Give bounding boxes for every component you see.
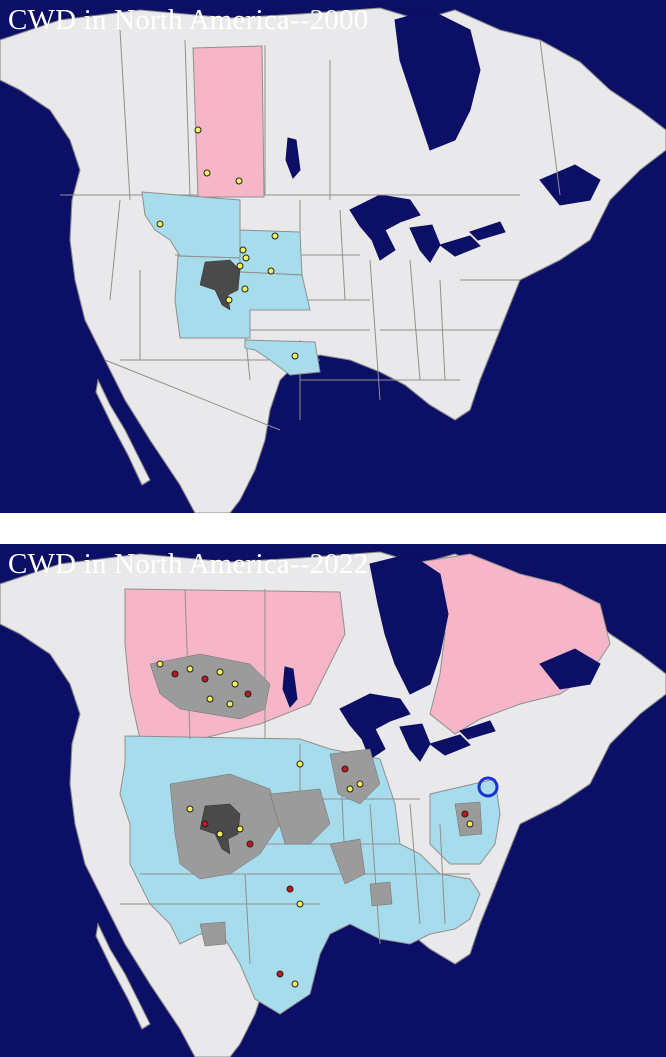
county-cluster-plains bbox=[269, 788, 331, 845]
case-dot bbox=[186, 665, 194, 673]
case-dot bbox=[461, 810, 469, 818]
case-dot bbox=[286, 885, 294, 893]
case-dot bbox=[201, 820, 209, 828]
case-dot bbox=[241, 285, 249, 293]
county-cluster-southeast bbox=[369, 881, 393, 907]
case-dot bbox=[291, 352, 299, 360]
case-dots-2022 bbox=[156, 660, 474, 988]
case-dot bbox=[226, 700, 234, 708]
county-cluster-canada bbox=[149, 653, 271, 720]
lake-winnipeg bbox=[282, 666, 298, 708]
hudson-bay bbox=[394, 9, 481, 151]
case-dot bbox=[239, 246, 247, 254]
case-dot bbox=[296, 760, 304, 768]
county-cluster-missouri bbox=[329, 838, 366, 885]
map-title-2000: CWD in North America--2000 bbox=[8, 4, 369, 36]
case-dot bbox=[203, 169, 211, 177]
case-dot bbox=[291, 980, 299, 988]
case-dot bbox=[236, 262, 244, 270]
case-dot bbox=[171, 670, 179, 678]
case-dot bbox=[346, 785, 354, 793]
highlight-circle bbox=[477, 776, 499, 798]
case-dot bbox=[186, 805, 194, 813]
case-dot bbox=[216, 668, 224, 676]
case-dot bbox=[244, 690, 252, 698]
great-lakes bbox=[349, 194, 506, 263]
great-lakes bbox=[339, 693, 496, 762]
state-oklahoma bbox=[244, 339, 321, 376]
county-cluster-southwest bbox=[199, 921, 227, 947]
map-title-2022: CWD in North America--2022 bbox=[8, 548, 369, 580]
case-dot bbox=[246, 840, 254, 848]
map-2000 bbox=[0, 7, 666, 513]
gulf-st-lawrence bbox=[539, 164, 601, 206]
case-dot bbox=[356, 780, 364, 788]
county-cluster-core bbox=[199, 803, 241, 855]
case-dot bbox=[242, 254, 250, 262]
case-dot bbox=[156, 660, 164, 668]
hudson-bay bbox=[369, 553, 449, 695]
case-dot bbox=[206, 695, 214, 703]
county-cluster-northeast bbox=[454, 801, 483, 837]
case-dot bbox=[276, 970, 284, 978]
case-dot bbox=[236, 825, 244, 833]
case-dot bbox=[267, 267, 275, 275]
baja-peninsula bbox=[95, 922, 151, 1030]
province-saskatchewan bbox=[192, 45, 265, 198]
map-panel-2022: CWD in North America--2022 bbox=[0, 544, 666, 1057]
map-panel-2000: CWD in North America--2000 bbox=[0, 0, 666, 513]
case-dot bbox=[225, 296, 233, 304]
case-dot bbox=[296, 900, 304, 908]
county-cluster-midwest bbox=[329, 748, 381, 805]
landmass bbox=[0, 7, 666, 513]
case-dot bbox=[156, 220, 164, 228]
case-dot bbox=[201, 675, 209, 683]
case-dot bbox=[235, 177, 243, 185]
case-dot bbox=[341, 765, 349, 773]
gulf-st-lawrence bbox=[539, 648, 601, 690]
case-dots-2000 bbox=[156, 126, 299, 360]
lake-winnipeg bbox=[285, 137, 301, 179]
case-dot bbox=[194, 126, 202, 134]
map-2022 bbox=[0, 551, 666, 1057]
state-montana bbox=[141, 191, 241, 259]
case-dot bbox=[231, 680, 239, 688]
case-dot bbox=[466, 820, 474, 828]
affected-counties bbox=[149, 653, 483, 947]
case-dot bbox=[216, 830, 224, 838]
baja-peninsula bbox=[95, 378, 151, 486]
case-dot bbox=[271, 232, 279, 240]
